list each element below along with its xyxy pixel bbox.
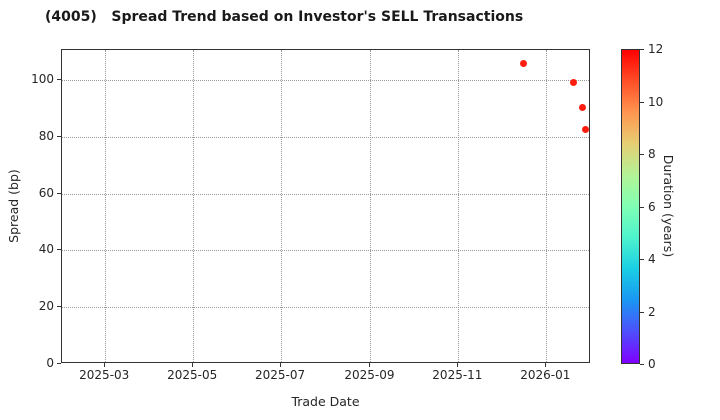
- y-gridline: [62, 307, 589, 309]
- plot-area: [61, 49, 590, 363]
- colorbar-tick-mark: [640, 206, 644, 208]
- chart-title: (4005) Spread Trend based on Investor's …: [45, 9, 524, 25]
- x-tick-mark: [545, 363, 547, 367]
- y-gridline: [62, 136, 589, 138]
- x-gridline: [193, 50, 195, 362]
- colorbar-tick-mark: [640, 311, 644, 313]
- colorbar-tick-label: 4: [648, 252, 656, 266]
- x-tick-mark: [192, 363, 194, 367]
- colorbar-tick-mark: [640, 364, 644, 365]
- colorbar-tick-mark: [640, 49, 644, 50]
- y-gridline: [62, 80, 589, 82]
- data-point: [519, 59, 527, 67]
- y-tick-label: 80: [38, 128, 54, 143]
- x-tick-label: 2025-09: [344, 368, 395, 382]
- data-point: [581, 126, 589, 134]
- y-gridline: [62, 193, 589, 195]
- x-tick-mark: [369, 363, 371, 367]
- x-gridline: [370, 50, 372, 362]
- y-tick-mark: [57, 249, 61, 251]
- x-gridline: [458, 50, 460, 362]
- y-tick-label: 0: [46, 356, 54, 370]
- x-tick-mark: [457, 363, 459, 367]
- colorbar-tick-mark: [640, 154, 644, 155]
- x-gridline: [281, 50, 283, 362]
- colorbar-tick-label: 2: [648, 304, 656, 319]
- data-point: [578, 103, 586, 111]
- colorbar-tick-label: 10: [648, 94, 664, 109]
- x-tick-mark: [104, 363, 106, 367]
- y-tick-label: 40: [38, 242, 54, 257]
- colorbar-tick-label: 0: [648, 357, 656, 371]
- colorbar-tick-mark: [640, 101, 644, 103]
- x-tick-mark: [280, 363, 282, 367]
- data-point: [570, 79, 578, 87]
- colorbar-gradient: [621, 49, 640, 364]
- y-tick-label: 100: [31, 72, 54, 87]
- y-tick-label: 60: [38, 185, 54, 200]
- y-tick-mark: [57, 192, 61, 194]
- x-tick-label: 2025-03: [79, 368, 130, 382]
- x-gridline: [105, 50, 107, 362]
- y-tick-label: 20: [38, 299, 54, 314]
- x-tick-label: 2026-01: [520, 368, 571, 382]
- y-gridline: [62, 250, 589, 252]
- y-tick-mark: [57, 306, 61, 308]
- x-axis-label: Trade Date: [291, 394, 360, 409]
- colorbar-tick-mark: [640, 259, 644, 260]
- x-tick-label: 2025-05: [167, 368, 218, 382]
- colorbar-tick-label: 6: [648, 199, 656, 214]
- y-tick-mark: [57, 135, 61, 137]
- colorbar-tick-label: 12: [648, 42, 664, 56]
- y-tick-mark: [57, 79, 61, 81]
- y-tick-mark: [57, 363, 61, 364]
- x-tick-label: 2025-07: [255, 368, 306, 382]
- y-axis-label: Spread (bp): [6, 169, 21, 243]
- colorbar-tick-label: 8: [648, 147, 656, 161]
- x-tick-label: 2025-11: [432, 368, 483, 382]
- x-gridline: [546, 50, 548, 362]
